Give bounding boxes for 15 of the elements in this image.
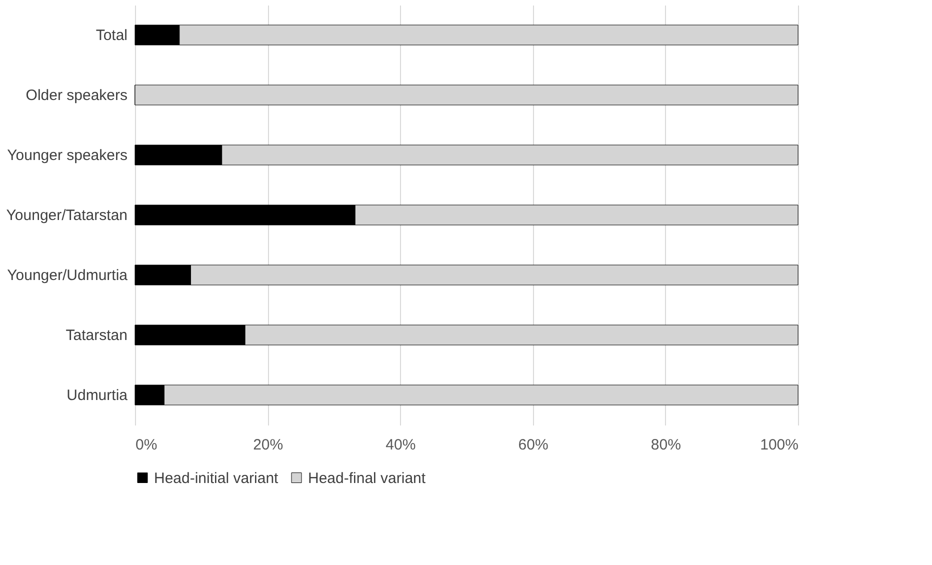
y-tick-label: Total — [96, 27, 128, 44]
x-tick-label: 40% — [386, 436, 416, 454]
x-tick-label: 100% — [760, 436, 798, 454]
x-tick-label: 20% — [253, 436, 284, 454]
x-tick-label: 0% — [136, 436, 158, 454]
y-tick-label: Older speakers — [26, 87, 128, 104]
y-tick-label: Tatarstan — [66, 327, 128, 344]
x-tick-label: 60% — [518, 436, 548, 454]
x-tick-label: 80% — [650, 436, 681, 454]
y-tick-label: Udmurtia — [66, 387, 128, 404]
legend-label: Head-final variant — [308, 470, 426, 487]
y-tick-label: Younger/Udmurtia — [7, 267, 128, 284]
y-tick-label: Younger speakers — [7, 147, 128, 164]
y-tick-label: Younger/Tatarstan — [6, 207, 128, 224]
legend-label: Head-initial variant — [154, 470, 280, 487]
